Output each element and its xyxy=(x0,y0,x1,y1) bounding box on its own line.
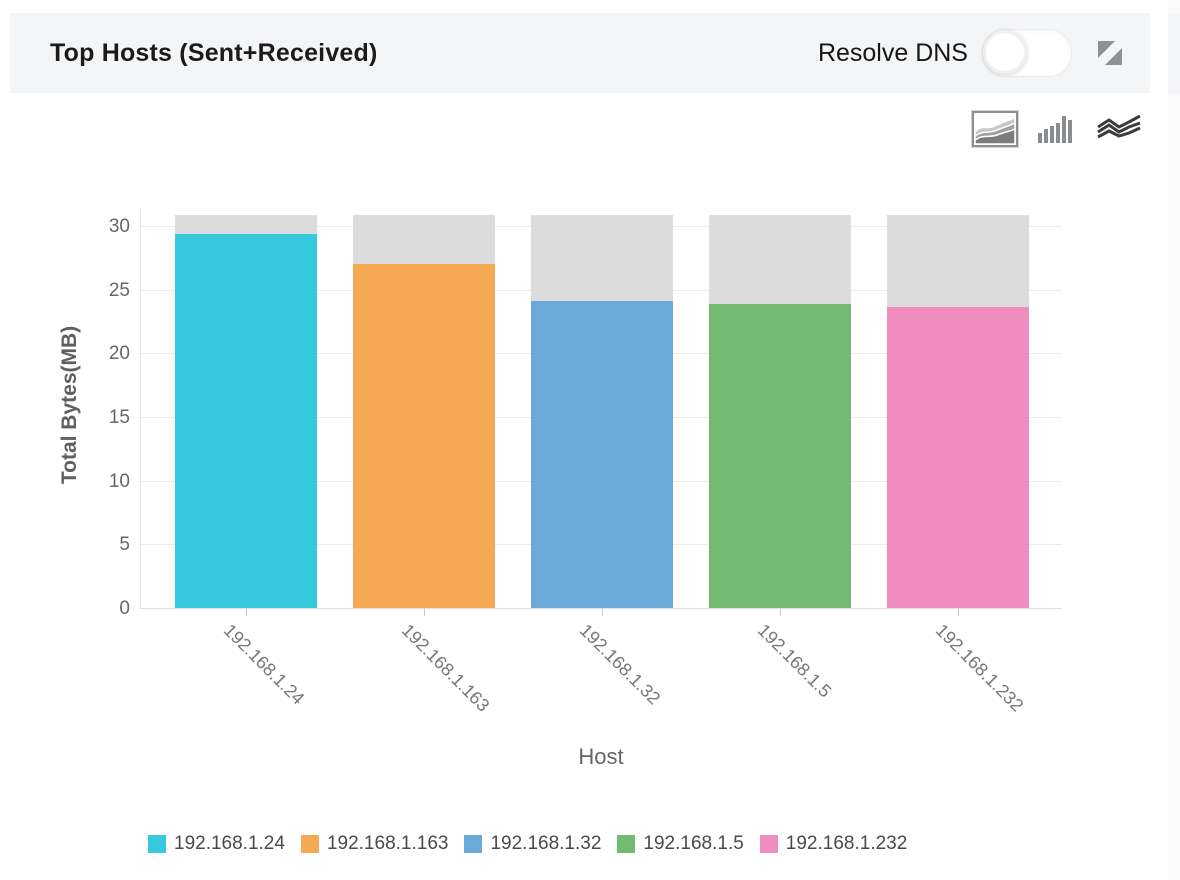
chart-type-selector xyxy=(972,111,1142,147)
resolve-dns-toggle[interactable] xyxy=(982,29,1072,77)
legend-label: 192.168.1.5 xyxy=(643,833,744,854)
legend-item-192.168.1.163[interactable]: 192.168.1.163 xyxy=(300,833,449,855)
x-tick-mark xyxy=(958,608,959,616)
x-tick-mark xyxy=(424,608,425,616)
legend-label: 192.168.1.232 xyxy=(785,833,908,854)
stream-chart-icon[interactable] xyxy=(1096,115,1142,143)
y-tick-label: 0 xyxy=(119,598,130,619)
x-tick-mark xyxy=(246,608,247,616)
y-tick-label: 10 xyxy=(108,470,130,492)
legend-swatch xyxy=(617,835,636,853)
y-tick-label: 30 xyxy=(108,216,130,237)
gridline-0 xyxy=(140,608,1062,609)
y-axis-line xyxy=(140,210,141,608)
legend-swatch xyxy=(300,835,319,853)
y-tick-label: 15 xyxy=(108,407,130,428)
resolve-dns-label: Resolve DNS xyxy=(817,38,968,67)
x-tick-label: 192.168.1.232 xyxy=(931,620,1028,716)
legend-label: 192.168.1.163 xyxy=(326,833,449,854)
area-chart-icon[interactable] xyxy=(972,111,1018,147)
legend-item-192.168.1.232[interactable]: 192.168.1.232 xyxy=(759,833,908,855)
x-tick-label: 192.168.1.5 xyxy=(753,620,836,702)
bar-192.168.1.232[interactable] xyxy=(887,307,1029,608)
y-tick-label: 20 xyxy=(108,343,130,365)
bar-192.168.1.5[interactable] xyxy=(709,303,851,608)
legend-swatch xyxy=(759,835,778,853)
x-tick-label: 192.168.1.32 xyxy=(575,620,665,709)
chart-legend: 192.168.1.24 192.168.1.163 192.168.1.32 192… xyxy=(148,833,907,855)
adjacent-panel-edge xyxy=(1168,0,1180,880)
header-controls: Resolve DNS xyxy=(818,29,1122,77)
legend-label: 192.168.1.32 xyxy=(490,833,602,854)
bar-192.168.1.24[interactable] xyxy=(175,233,317,608)
legend-swatch xyxy=(148,835,166,853)
bar-chart-icon[interactable] xyxy=(1038,115,1076,143)
x-axis-title: Host xyxy=(578,744,624,769)
legend-item-192.168.1.5[interactable]: 192.168.1.5 xyxy=(617,833,744,855)
widget-header: Top Hosts (Sent+Received) Resolve DNS xyxy=(10,13,1150,93)
expand-icon[interactable] xyxy=(1098,41,1122,65)
legend-item-192.168.1.32[interactable]: 192.168.1.32 xyxy=(464,833,601,855)
x-tick-mark xyxy=(780,608,781,616)
legend-item-192.168.1.24[interactable]: 192.168.1.24 xyxy=(148,833,285,855)
x-tick-label: 192.168.1.24 xyxy=(219,620,309,709)
legend-swatch xyxy=(464,835,483,853)
x-tick-label: 192.168.1.163 xyxy=(397,620,494,716)
bar-192.168.1.163[interactable] xyxy=(353,264,495,608)
widget-title: Top Hosts (Sent+Received) xyxy=(50,38,378,67)
toggle-knob xyxy=(983,30,1027,74)
bar-192.168.1.32[interactable] xyxy=(531,301,673,608)
y-tick-label: 5 xyxy=(119,534,130,556)
y-tick-label: 25 xyxy=(108,279,130,301)
adjacent-panel-header-edge xyxy=(1168,13,1180,93)
x-tick-mark xyxy=(602,608,603,616)
legend-label: 192.168.1.24 xyxy=(174,833,285,854)
